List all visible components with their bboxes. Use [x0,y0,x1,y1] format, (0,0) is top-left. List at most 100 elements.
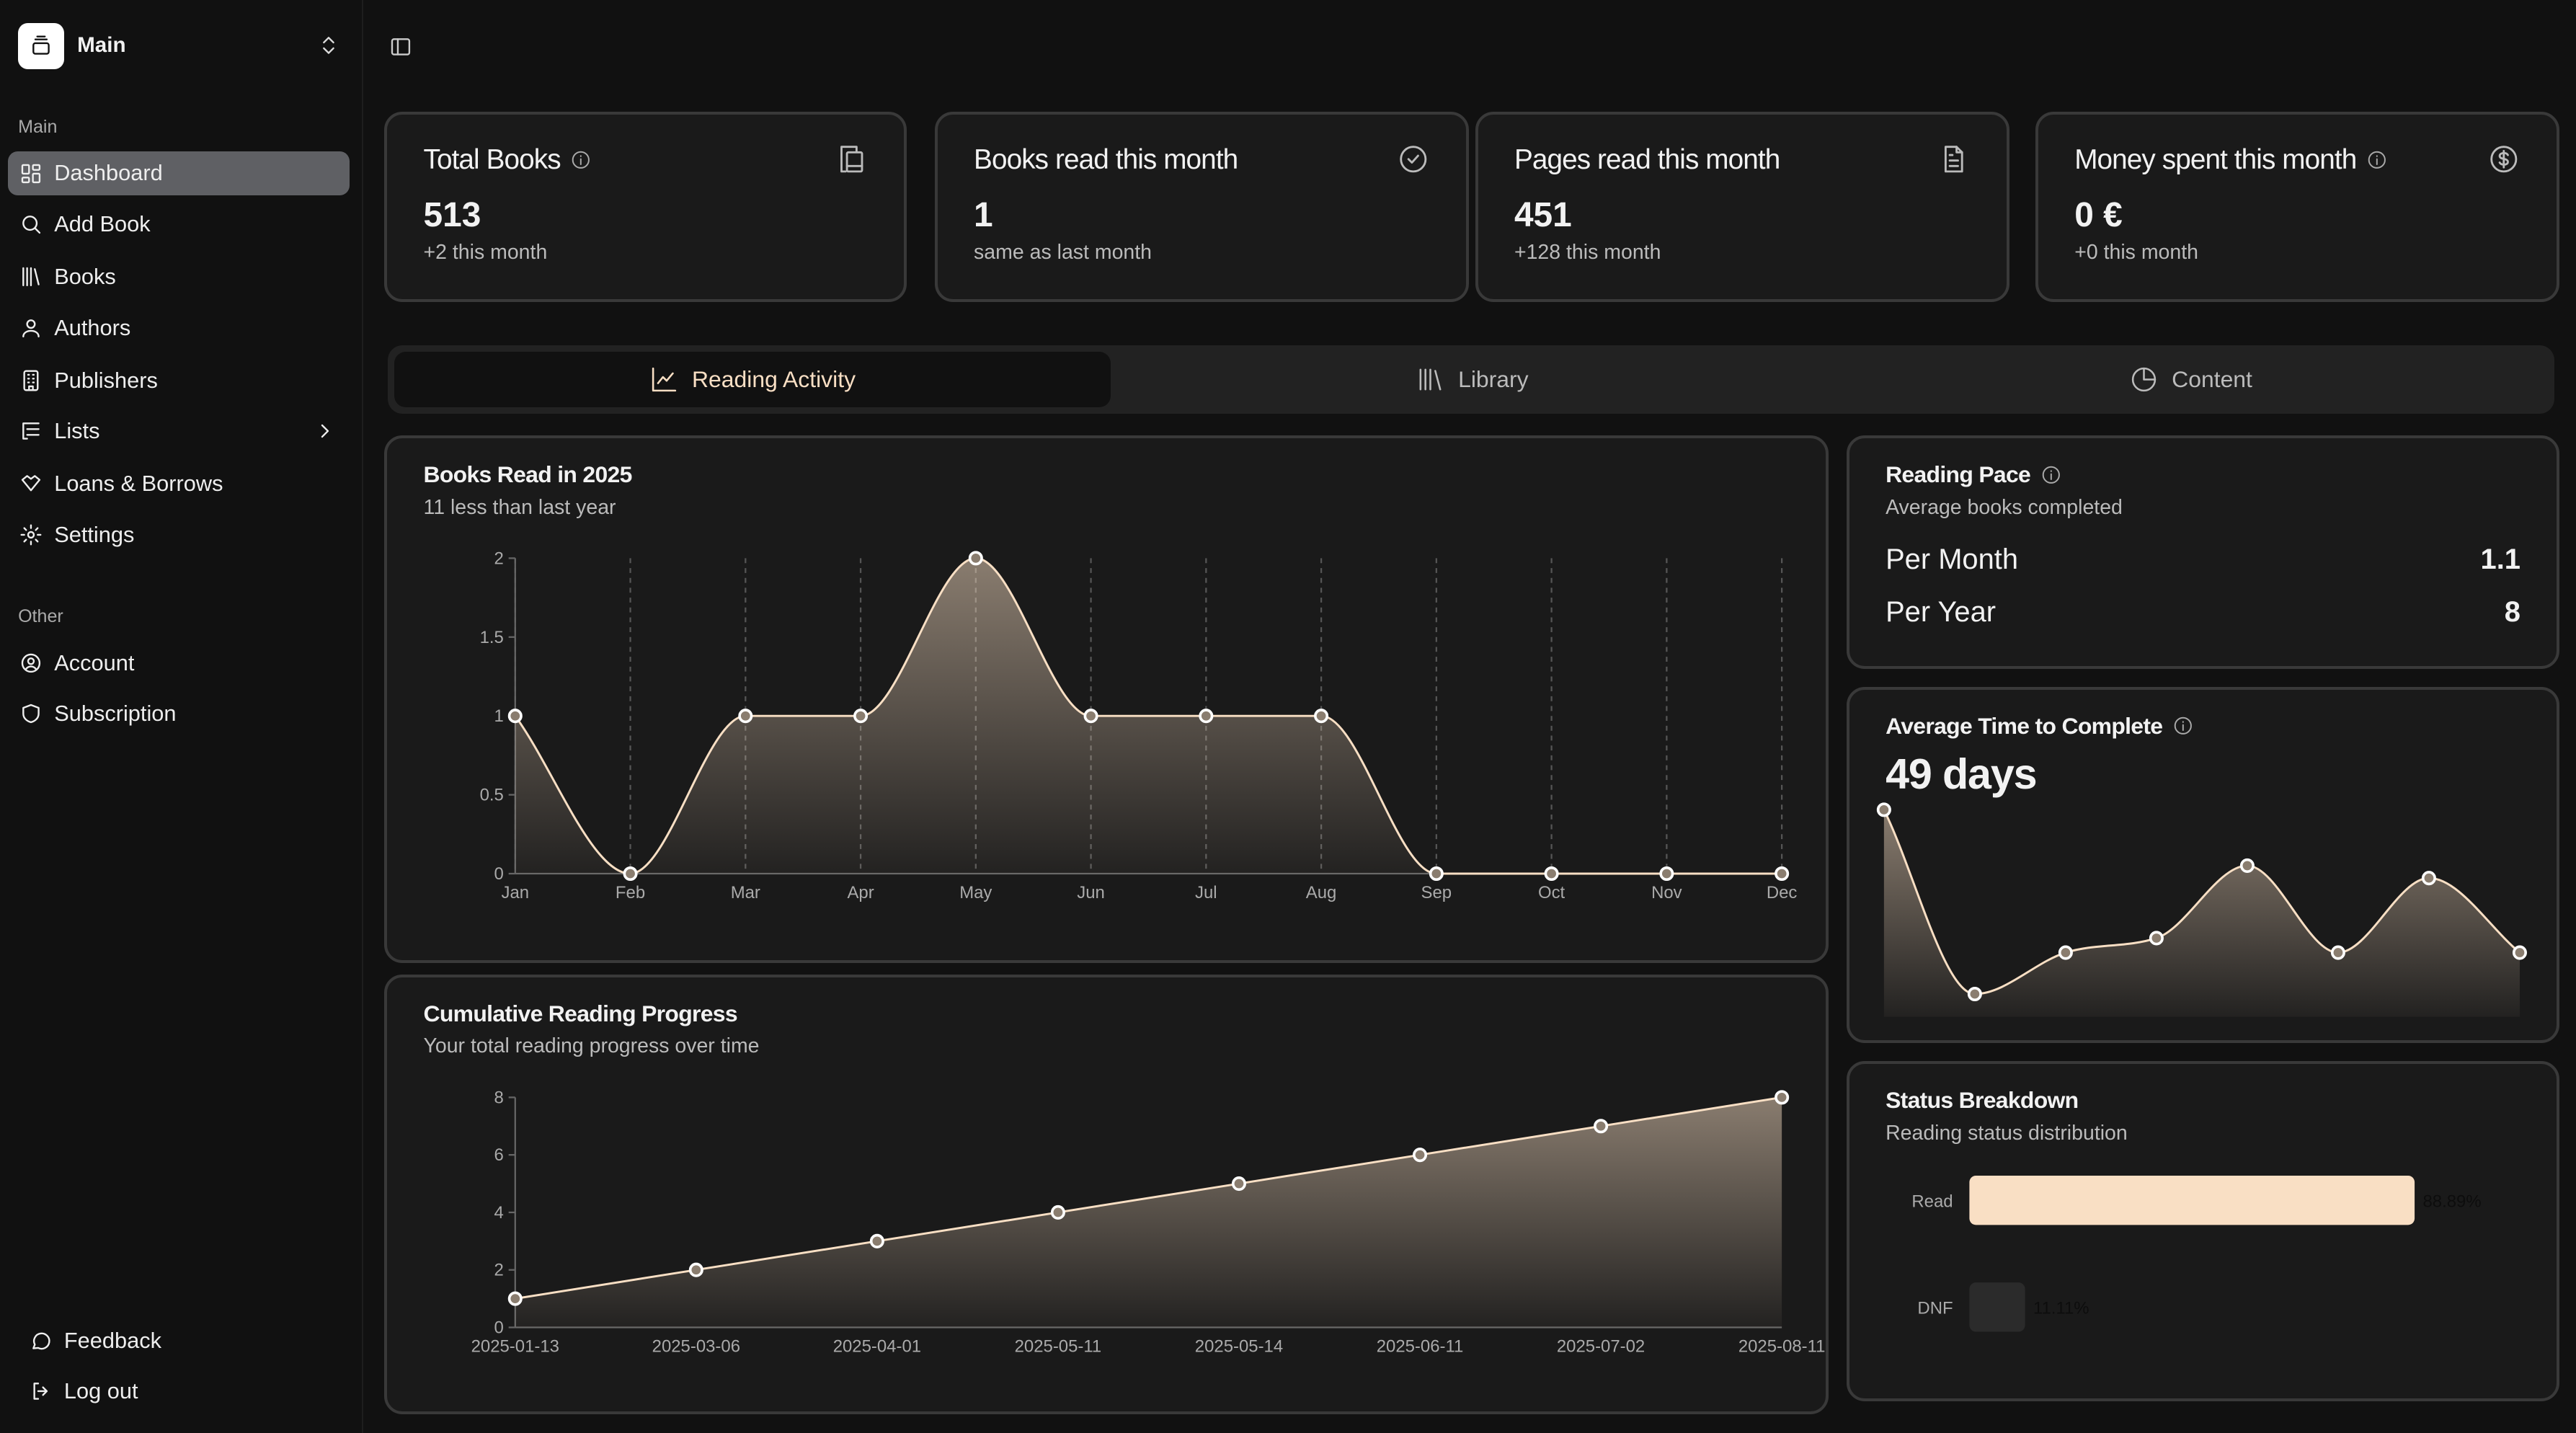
data-point [1967,986,1982,1001]
pace-per-year: Per Year 8 [1886,596,2521,629]
stat-value: 0 € [2074,195,2123,234]
sidebar-item-account[interactable]: Account [8,641,350,686]
sidebar-item-label: Subscription [54,701,177,727]
stat-subtext: same as last month [974,241,1152,265]
file-text-icon [1937,143,1971,182]
x-tick-label: Jan [502,883,530,902]
x-tick-label: Apr [848,883,874,902]
x-tick-label: Jun [1078,883,1106,902]
section-label-other: Other [18,606,63,627]
sidebar-item-loans-borrows[interactable]: Loans & Borrows [8,461,350,506]
tab-library[interactable]: Library [1111,352,1834,407]
feedback-button[interactable]: Feedback [30,1328,161,1354]
data-point [1199,709,1214,724]
data-point [1232,1176,1247,1191]
status-label: DNF [1917,1299,1953,1318]
stat-title: Books read this month [974,144,1238,175]
books-read-card: Books Read in 2025 11 less than last yea… [384,435,1829,963]
stat-title: Total Books [423,144,561,175]
status-chart: Read 88.89% DNF 11.11% [1911,1176,2482,1332]
tab-content[interactable]: Content [1834,352,2548,407]
sidebar-item-publishers[interactable]: Publishers [8,358,350,403]
logout-label: Log out [63,1378,138,1404]
stat-value: 513 [423,195,481,234]
card-subtitle: Your total reading progress over time [423,1034,760,1058]
sidebar-toggle-icon[interactable] [389,35,412,65]
tab-bar: Reading Activity Library Content [387,345,2555,414]
workspace-name[interactable]: Main [77,32,126,57]
info-icon[interactable] [2172,715,2194,737]
stat-card-books-read: Books read this month 1 same as last mon… [934,111,1469,303]
x-tick-label: Jul [1195,883,1217,902]
message-icon [32,1332,50,1349]
stat-subtext: +2 this month [423,241,548,265]
chevron-right-icon[interactable] [314,420,337,443]
stat-value: 1 [974,195,993,234]
user-icon [22,319,40,337]
library-icon [1419,368,1442,391]
status-bar [1969,1282,2025,1332]
x-tick-label: 2025-05-14 [1195,1336,1283,1356]
sidebar: Main Main Dashboard Add Book Books Autho… [0,0,363,1433]
avg-time-card: Average Time to Complete 49 days [1846,686,2560,1044]
list-icon [22,422,40,440]
archive-icon [32,35,50,55]
workspace-logo[interactable] [18,22,64,69]
y-tick-label: 2 [494,1260,504,1279]
info-icon[interactable] [2040,464,2062,486]
y-tick-label: 0 [494,864,504,884]
data-point [623,866,638,882]
data-point [2421,870,2436,885]
data-point [1314,709,1329,724]
badge-check-icon [1397,143,1430,182]
x-tick-label: 2025-04-01 [833,1336,921,1356]
chevrons-up-down-icon[interactable] [317,33,340,63]
pace-per-month: Per Month 1.1 [1886,544,2521,576]
pace-value: 8 [2504,595,2521,628]
sidebar-item-lists[interactable]: Lists [8,409,350,454]
card-title: Reading Pace [1886,461,2031,487]
data-point [2239,858,2255,873]
data-point [508,1291,523,1306]
x-tick-label: Feb [616,883,645,902]
sidebar-item-label: Books [54,264,116,290]
data-point [1429,866,1444,882]
y-tick-label: 0 [494,1318,504,1337]
card-subtitle: Average books completed [1886,495,2123,519]
cumulative-chart: 0 2 4 6 8 2025-01-13 2025-03-06 2025-04-01 2025-… [471,1088,1826,1356]
handshake-icon [22,475,41,492]
info-icon[interactable] [570,149,592,171]
stat-value: 451 [1514,195,1572,234]
sidebar-item-dashboard[interactable]: Dashboard [8,151,350,196]
data-point [1775,866,1790,882]
x-tick-label: Nov [1651,883,1682,902]
sidebar-item-settings[interactable]: Settings [8,513,350,557]
data-point [1083,709,1098,724]
sidebar-item-books[interactable]: Books [8,254,350,299]
x-tick-label: Mar [731,883,760,902]
data-point [2330,945,2345,960]
shield-icon [22,704,40,724]
data-point [2149,931,2164,946]
data-point [1594,1118,1609,1133]
data-point [1775,1089,1790,1105]
logout-button[interactable]: Log out [30,1378,138,1404]
sidebar-item-label: Dashboard [54,160,163,186]
status-label: Read [1911,1192,1953,1212]
sidebar-item-authors[interactable]: Authors [8,306,350,350]
data-point [1876,802,1891,817]
tab-reading-activity[interactable]: Reading Activity [394,351,1111,408]
data-point [738,709,753,724]
info-icon[interactable] [2366,149,2388,171]
area-fill [1883,809,2520,1017]
x-tick-label: 2025-08-11 [1738,1336,1826,1356]
y-tick-label: 2 [494,549,504,568]
data-point [508,709,523,724]
series-line [515,1096,1782,1300]
sidebar-item-subscription[interactable]: Subscription [8,692,350,737]
tab-label: Reading Activity [692,365,856,392]
stat-card-money-spent: Money spent this month 0 € +0 this month [2035,111,2560,303]
sidebar-item-add-book[interactable]: Add Book [8,202,350,247]
dollar-circle-icon [2487,143,2521,182]
x-tick-label: Sep [1421,883,1452,902]
